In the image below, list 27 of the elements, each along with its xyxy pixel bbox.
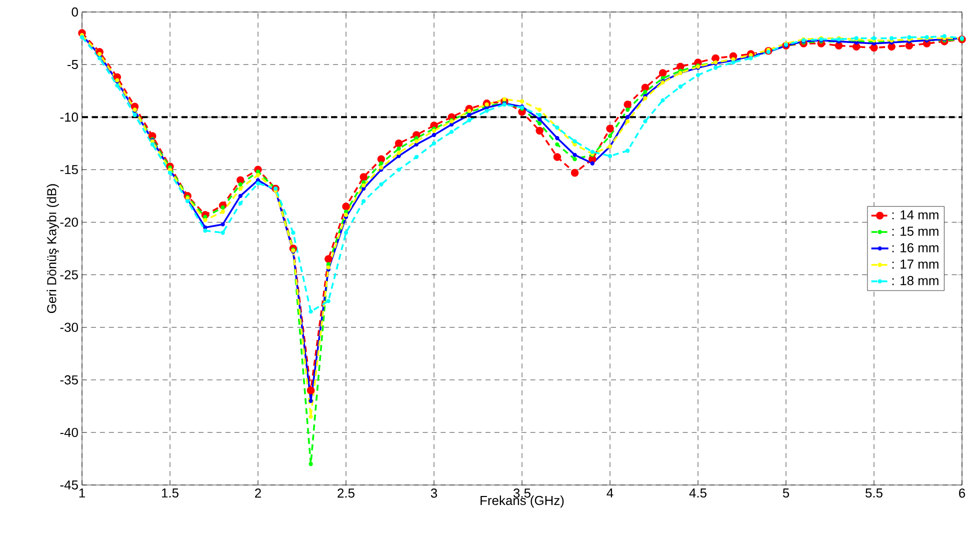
x-tick-label: 6 <box>959 488 966 498</box>
legend-label: : 16 mm <box>892 243 938 252</box>
y-tick-label: -20 <box>60 218 78 227</box>
x-tick-label: 2.5 <box>338 488 354 498</box>
y-tick-label: -15 <box>60 165 78 174</box>
y-tick-label: -40 <box>60 428 78 438</box>
x-tick-label: 1 <box>79 488 85 498</box>
y-tick-label: -45 <box>60 480 78 490</box>
y-tick-label: 0 <box>72 7 78 17</box>
legend-label: : 17 mm <box>892 260 938 269</box>
legend-label: : 15 mm <box>892 226 938 236</box>
y-tick-label: -30 <box>60 322 78 332</box>
x-tick-label: 5 <box>782 488 790 498</box>
x-tick-label: 2 <box>255 488 261 498</box>
x-tick-label: 4.5 <box>689 488 706 498</box>
x-tick-label: 1.5 <box>162 488 178 498</box>
x-tick-label: 3 <box>430 488 438 498</box>
y-tick-label: -10 <box>60 112 78 122</box>
x-tick-label: 3.5 <box>514 488 530 498</box>
x-tick-label: 5.5 <box>866 488 882 498</box>
y-tick-label: -25 <box>60 270 78 280</box>
y-axis-title: Geri Dönüş Kaybı (dB) <box>46 184 59 313</box>
x-tick-label: 4 <box>606 488 614 498</box>
legend-label: : 14 mm <box>892 210 938 220</box>
legend-label: : 18 mm <box>892 276 938 286</box>
y-tick-label: -5 <box>68 60 78 70</box>
y-tick-label: -35 <box>60 375 78 384</box>
